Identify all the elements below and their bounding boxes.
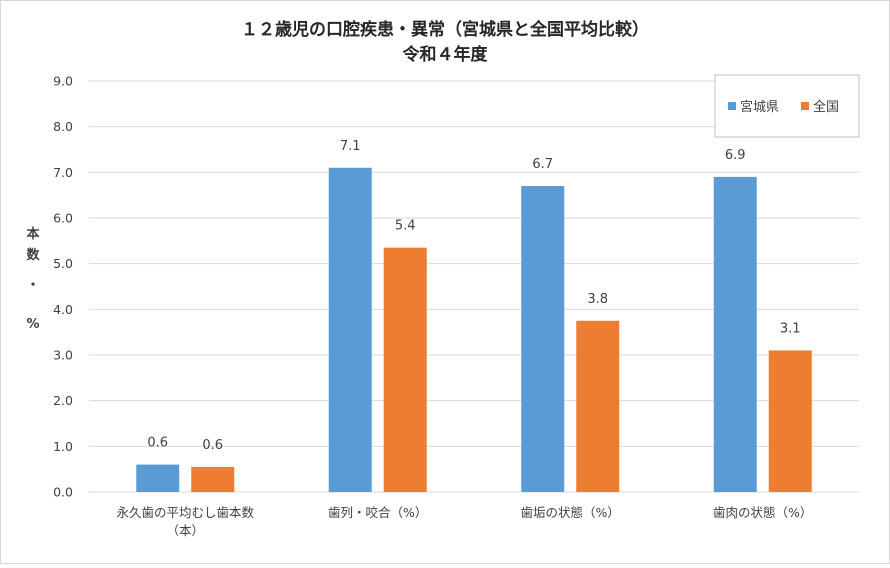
legend-label: 全国 bbox=[813, 99, 839, 115]
chart-title-line-2: 令和４年度 bbox=[403, 44, 489, 65]
bar-miyagi-4 bbox=[713, 176, 757, 492]
bars bbox=[136, 167, 812, 493]
bar-miyagi-3 bbox=[521, 186, 565, 493]
data-label: 6.9 bbox=[725, 148, 746, 163]
y-tick-label: 9.0 bbox=[53, 74, 73, 89]
data-label: 3.1 bbox=[780, 321, 801, 336]
data-label: 5.4 bbox=[395, 219, 416, 234]
legend-label: 宮城県 bbox=[740, 99, 779, 115]
legend-swatch bbox=[728, 102, 736, 110]
data-label: 3.8 bbox=[587, 292, 608, 307]
y-tick-label: 5.0 bbox=[53, 256, 73, 271]
legend-swatch bbox=[801, 102, 809, 110]
y-tick-label: 1.0 bbox=[53, 439, 73, 454]
y-tick-label: 3.0 bbox=[53, 348, 73, 363]
y-tick-label: 7.0 bbox=[53, 165, 73, 180]
chart-title-line-1: １２歳児の口腔疾患・異常（宮城県と全国平均比較） bbox=[241, 19, 649, 40]
bar-national-2 bbox=[383, 247, 427, 492]
y-tick-label: 8.0 bbox=[53, 119, 73, 134]
x-category-label: 歯肉の状態（%） bbox=[713, 505, 812, 520]
y-tick-label: 2.0 bbox=[53, 393, 73, 408]
bar-national-4 bbox=[768, 350, 812, 492]
chart-title: １２歳児の口腔疾患・異常（宮城県と全国平均比較） 令和４年度 bbox=[241, 19, 649, 65]
data-label: 0.6 bbox=[202, 438, 223, 453]
y-axis-label-char: 本 bbox=[26, 226, 39, 242]
x-category-label: 歯垢の状態（%） bbox=[521, 505, 620, 520]
y-tick-label: 6.0 bbox=[53, 211, 73, 226]
bar-miyagi-2 bbox=[328, 167, 372, 492]
y-axis-ticks: 0.0 1.0 2.0 3.0 4.0 5.0 6.0 7.0 8.0 9.0 bbox=[53, 74, 73, 500]
x-axis-categories: 永久歯の平均むし歯本数 （本） 歯列・咬合（%） 歯垢の状態（%） 歯肉の状態（%） bbox=[116, 505, 812, 538]
y-tick-label: 0.0 bbox=[53, 485, 73, 500]
y-axis-label-char: % bbox=[26, 317, 39, 332]
data-label: 6.7 bbox=[532, 157, 553, 172]
x-category-label: （本） bbox=[166, 523, 204, 538]
x-category-label: 永久歯の平均むし歯本数 bbox=[116, 505, 254, 520]
data-label: 7.1 bbox=[340, 139, 361, 154]
y-axis-label-char: 数 bbox=[26, 247, 40, 263]
bar-national-1 bbox=[191, 466, 235, 492]
y-axis-label: 本数・% bbox=[26, 226, 40, 332]
bar-miyagi-1 bbox=[136, 464, 180, 492]
data-label: 0.6 bbox=[147, 436, 168, 451]
y-tick-label: 4.0 bbox=[53, 302, 73, 317]
legend: 宮城県 全国 bbox=[714, 74, 860, 138]
y-axis-label-char: ・ bbox=[26, 278, 39, 293]
data-labels: 0.6 0.6 7.1 5.4 6.7 3.8 6.9 3.1 bbox=[147, 139, 800, 453]
x-category-label: 歯列・咬合（%） bbox=[328, 505, 427, 520]
legend-box bbox=[714, 74, 860, 138]
bar-national-3 bbox=[576, 320, 620, 492]
